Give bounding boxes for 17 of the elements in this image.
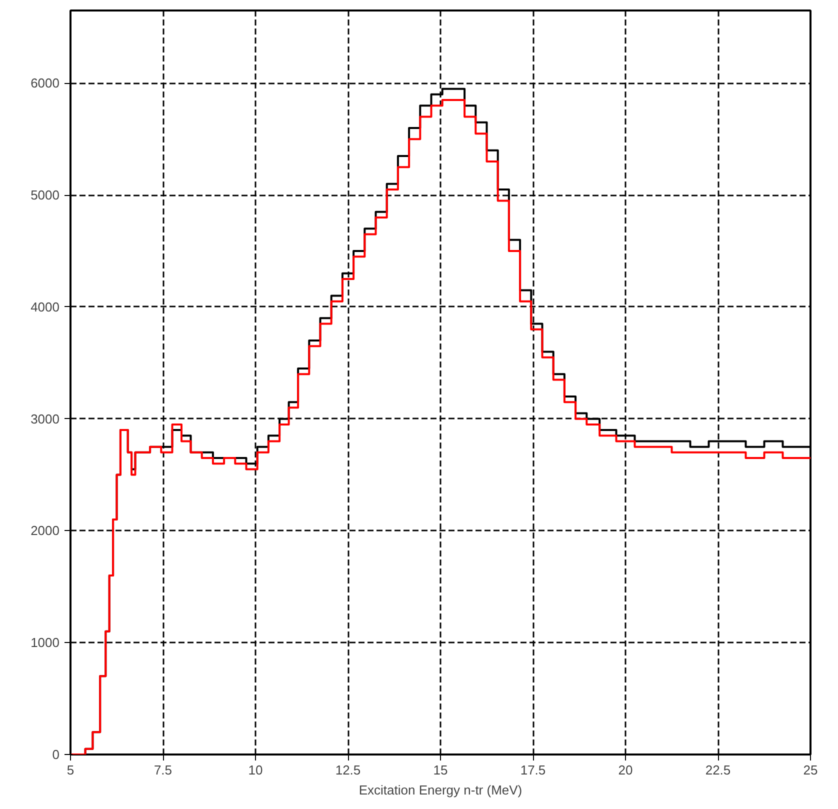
y-tick-label: 5000 (30, 188, 60, 203)
y-tick-label: 6000 (30, 76, 60, 91)
x-tick-label: 17.5 (520, 762, 546, 778)
x-tick-label: 20 (618, 762, 633, 778)
y-tick-label: 2000 (30, 523, 60, 538)
y-tick-label: 3000 (30, 411, 60, 426)
x-tick-label: 7.5 (154, 762, 172, 778)
x-tick-label: 12.5 (335, 762, 361, 778)
x-tick-label: 22.5 (705, 762, 731, 778)
x-tick-label: 5 (66, 762, 74, 778)
y-tick-label: 1000 (30, 635, 60, 650)
y-tick-label: 0 (52, 747, 60, 762)
x-tick-label: 15 (433, 762, 448, 778)
x-axis-title: Excitation Energy n-tr (MeV) (358, 782, 522, 798)
x-tick-label: 25 (803, 762, 818, 778)
x-tick-label: 10 (248, 762, 263, 778)
y-tick-label: 4000 (30, 299, 60, 314)
